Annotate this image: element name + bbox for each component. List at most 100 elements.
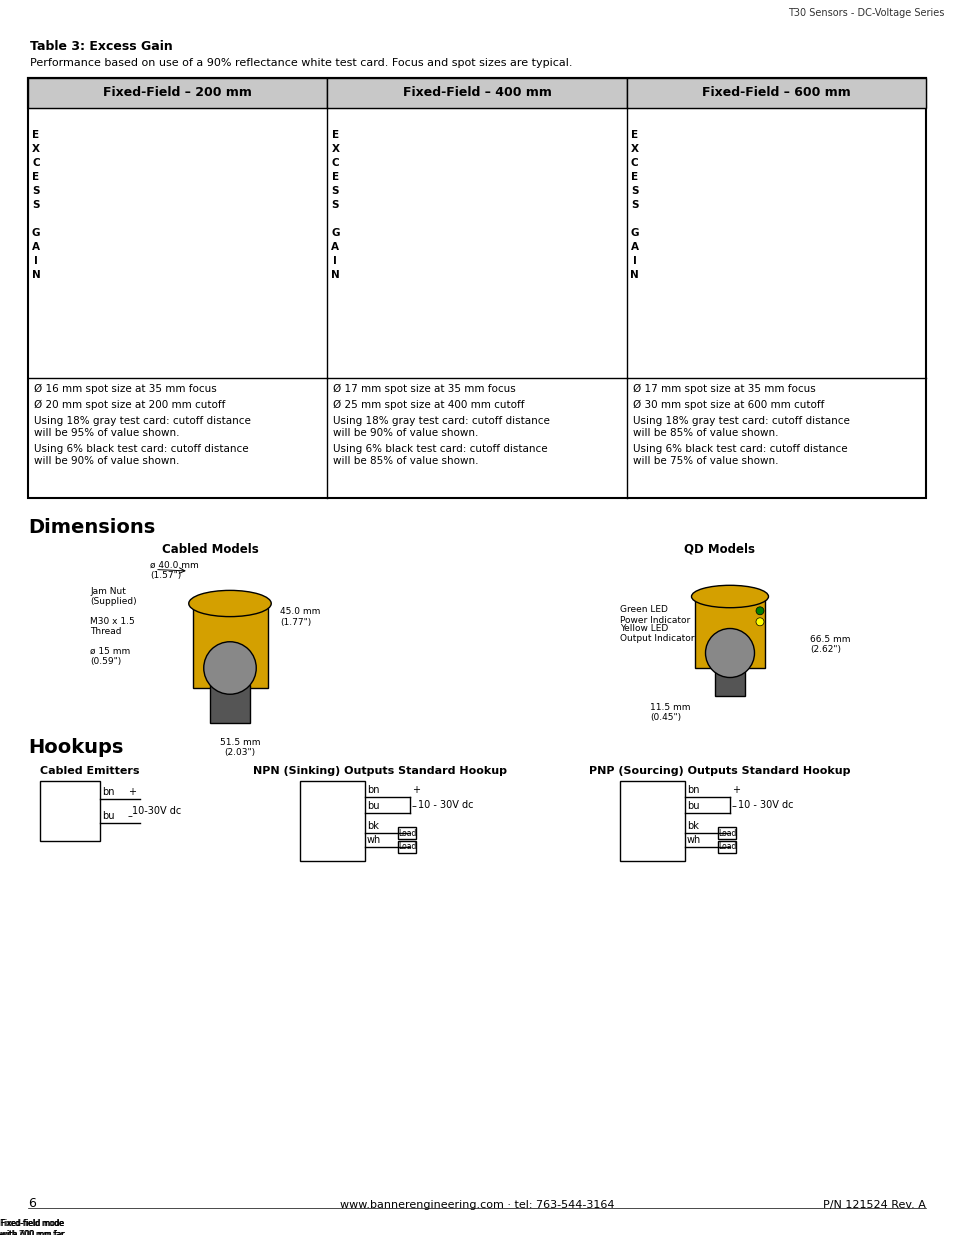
Text: M30 x 1.5
Thread: M30 x 1.5 Thread [90, 616, 134, 636]
Text: I: I [632, 256, 636, 266]
Text: 66.5 mm
(2.62"): 66.5 mm (2.62") [809, 635, 850, 655]
Text: PNP (Sourcing) Outputs Standard Hookup: PNP (Sourcing) Outputs Standard Hookup [589, 766, 850, 776]
Text: C: C [630, 158, 638, 168]
Text: S: S [332, 186, 338, 196]
Text: 10 - 30V dc: 10 - 30V dc [417, 800, 473, 810]
Text: Ø 16 mm spot size at 35 mm focus: Ø 16 mm spot size at 35 mm focus [34, 384, 216, 394]
Text: +: + [412, 785, 419, 795]
Text: C: C [32, 158, 40, 168]
Text: Dimensions: Dimensions [28, 517, 155, 537]
Text: P/N 121524 Rev. A: P/N 121524 Rev. A [822, 1200, 925, 1210]
Text: 10 - 30V dc: 10 - 30V dc [738, 800, 793, 810]
Text: I: I [333, 256, 337, 266]
Text: 11.5 mm
(0.45"): 11.5 mm (0.45") [649, 703, 690, 722]
Text: bu: bu [367, 802, 379, 811]
Text: QD Models: QD Models [684, 543, 755, 556]
Bar [28, 78, 327, 107]
Text: X: X [630, 144, 638, 154]
Bar [193, 604, 268, 688]
Bar [626, 78, 925, 107]
Text: E: E [32, 130, 39, 140]
Text: Using 6% black test card: cutoff distance
will be 90% of value shown.: Using 6% black test card: cutoff distanc… [34, 445, 249, 466]
Text: bu: bu [102, 811, 114, 821]
Text: E: E [631, 172, 638, 182]
Text: wh: wh [686, 835, 700, 845]
Bar [40, 781, 100, 841]
Bar [714, 666, 744, 697]
Text: bk: bk [686, 821, 699, 831]
Text: ø 15 mm
(0.59"): ø 15 mm (0.59") [90, 646, 131, 666]
Text: A: A [630, 242, 638, 252]
Text: 45.0 mm
(1.77"): 45.0 mm (1.77") [280, 608, 320, 627]
Text: E: E [32, 172, 39, 182]
Text: www.bannerengineering.com · tel: 763-544-3164: www.bannerengineering.com · tel: 763-544… [339, 1200, 614, 1210]
Text: Load: Load [397, 829, 416, 837]
Text: S: S [630, 186, 638, 196]
Bar [397, 841, 416, 852]
Text: S: S [32, 186, 40, 196]
Text: Using 6% black test card: cutoff distance
will be 75% of value shown.: Using 6% black test card: cutoff distanc… [632, 445, 846, 466]
Text: Cabled Emitters: Cabled Emitters [40, 766, 139, 776]
Text: NPN (Sinking) Outputs Standard Hookup: NPN (Sinking) Outputs Standard Hookup [253, 766, 506, 776]
Text: Table 3: Excess Gain: Table 3: Excess Gain [30, 40, 172, 53]
Bar [327, 78, 626, 107]
Bar [28, 78, 925, 498]
Text: 6: 6 [28, 1197, 36, 1210]
Text: Jam Nut
(Supplied): Jam Nut (Supplied) [90, 587, 136, 606]
Text: S: S [32, 200, 40, 210]
Text: Fixed-Field – 600 mm: Fixed-Field – 600 mm [701, 86, 850, 100]
Text: bn: bn [686, 785, 699, 795]
Text: A: A [32, 242, 40, 252]
Bar [718, 841, 735, 852]
Text: N: N [331, 270, 339, 280]
Circle shape [755, 606, 763, 615]
Text: bn: bn [367, 785, 379, 795]
Text: S: S [332, 200, 338, 210]
Text: E: E [332, 130, 338, 140]
Text: ø 40.0 mm
(1.57"): ø 40.0 mm (1.57") [150, 561, 198, 580]
Text: bk: bk [367, 821, 378, 831]
Text: G: G [630, 228, 639, 238]
Bar [397, 827, 416, 839]
Text: E: E [332, 172, 338, 182]
Text: Performance based on use of a 90% reflectance white test card. Focus and spot si: Performance based on use of a 90% reflec… [30, 58, 572, 68]
Text: Fixed-Field – 200 mm: Fixed-Field – 200 mm [103, 86, 252, 100]
Text: 51.5 mm
(2.03"): 51.5 mm (2.03") [219, 739, 260, 757]
Text: bn: bn [102, 787, 114, 797]
Text: Load: Load [717, 829, 736, 837]
Text: I: I [34, 256, 38, 266]
Circle shape [705, 629, 754, 678]
Text: Hookups: Hookups [28, 739, 123, 757]
Text: A: A [331, 242, 339, 252]
Text: –: – [731, 802, 736, 811]
Text: C: C [332, 158, 338, 168]
Text: Fixed-Field – 400 mm: Fixed-Field – 400 mm [402, 86, 551, 100]
Text: +: + [731, 785, 740, 795]
Text: Using 18% gray test card: cutoff distance
will be 90% of value shown.: Using 18% gray test card: cutoff distanc… [333, 416, 550, 437]
Text: Ø 30 mm spot size at 600 mm cutoff: Ø 30 mm spot size at 600 mm cutoff [632, 400, 823, 410]
Circle shape [755, 618, 763, 626]
Text: Ø 25 mm spot size at 400 mm cutoff: Ø 25 mm spot size at 400 mm cutoff [333, 400, 524, 410]
Text: Green LED
Power Indicator: Green LED Power Indicator [619, 605, 690, 625]
Text: G: G [31, 228, 40, 238]
Text: T30 Sensors - DC-Voltage Series: T30 Sensors - DC-Voltage Series [787, 7, 943, 19]
Text: G: G [331, 228, 339, 238]
Ellipse shape [691, 585, 768, 608]
Text: Using 18% gray test card: cutoff distance
will be 95% of value shown.: Using 18% gray test card: cutoff distanc… [34, 416, 251, 437]
Text: Ø 20 mm spot size at 200 mm cutoff: Ø 20 mm spot size at 200 mm cutoff [34, 400, 225, 410]
Text: Ø 17 mm spot size at 35 mm focus: Ø 17 mm spot size at 35 mm focus [333, 384, 516, 394]
Text: Cabled Models: Cabled Models [161, 543, 258, 556]
Circle shape [204, 642, 256, 694]
Text: wh: wh [367, 835, 381, 845]
Text: +: + [128, 787, 136, 797]
Text: X: X [331, 144, 339, 154]
Text: Ø 17 mm spot size at 35 mm focus: Ø 17 mm spot size at 35 mm focus [632, 384, 815, 394]
Text: N: N [31, 270, 40, 280]
Text: Load: Load [397, 842, 416, 851]
Ellipse shape [189, 590, 271, 616]
Text: 10-30V dc: 10-30V dc [132, 806, 181, 816]
Bar [619, 781, 684, 861]
Text: –: – [412, 802, 416, 811]
Text: Using 6% black test card: cutoff distance
will be 85% of value shown.: Using 6% black test card: cutoff distanc… [333, 445, 547, 466]
Bar [299, 781, 365, 861]
